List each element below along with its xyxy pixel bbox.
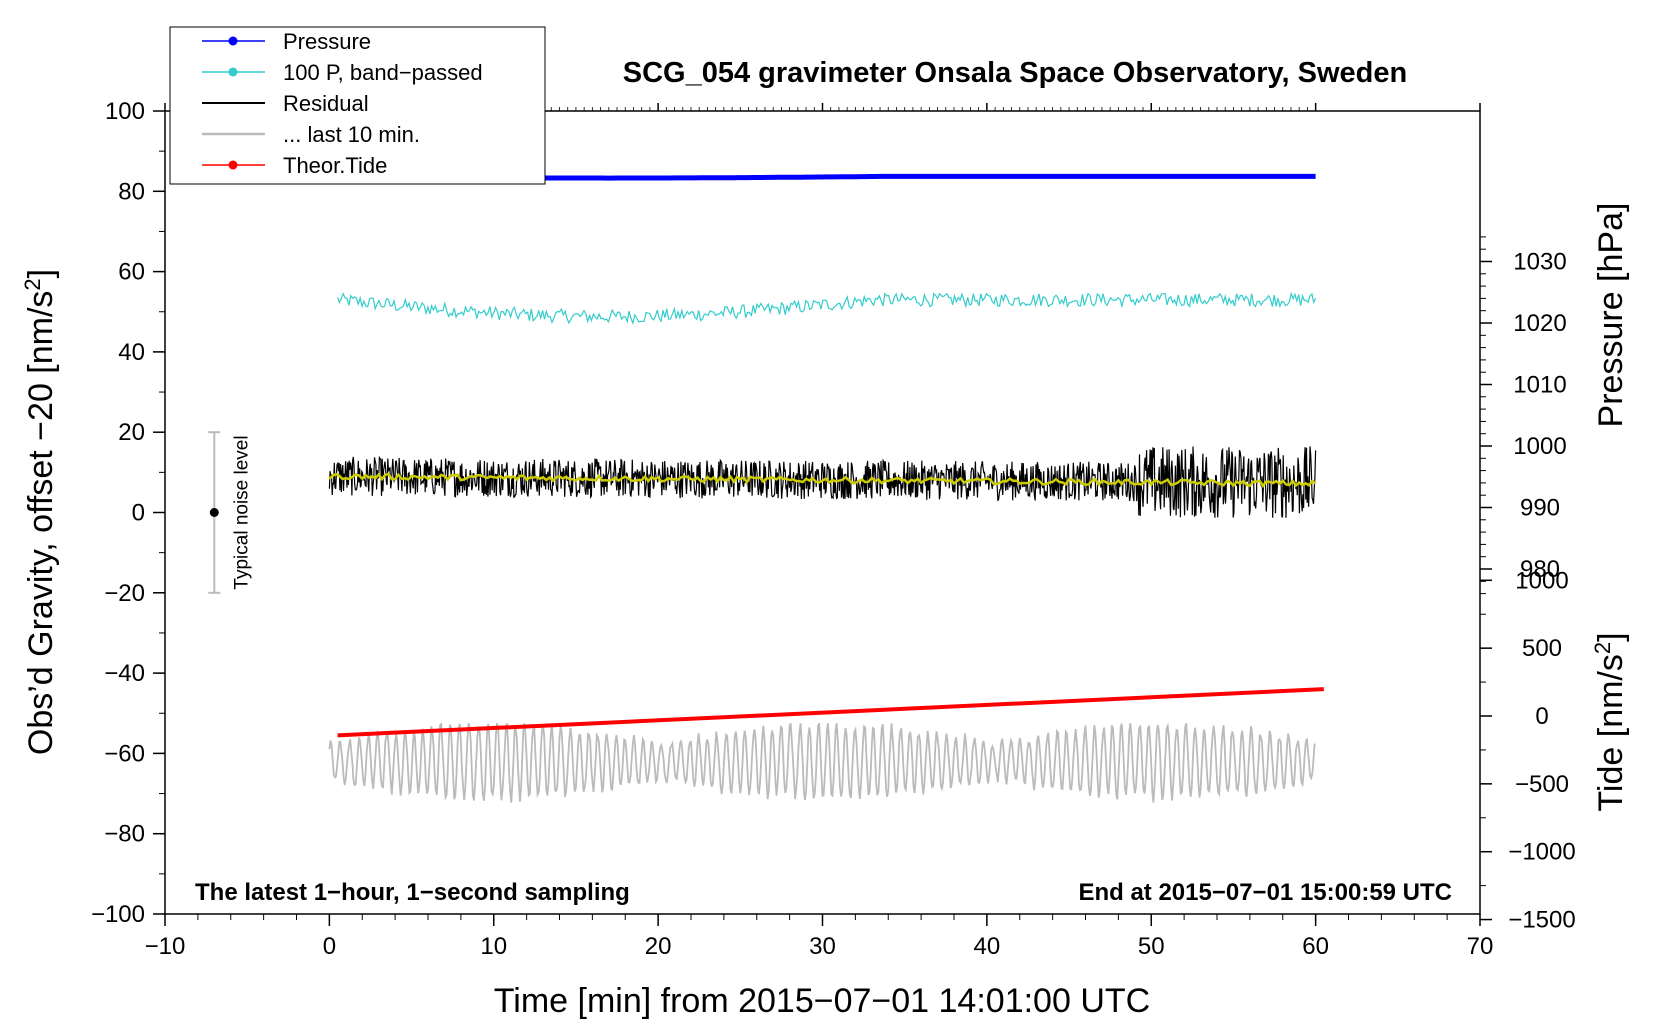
- series-residual: [328, 446, 1317, 518]
- pressure-tick-label-3: 1010: [1513, 372, 1566, 399]
- legend-marker-1: [228, 67, 238, 77]
- tide-tick-label-3: 0: [1535, 703, 1548, 730]
- legend-marker-4: [228, 160, 238, 170]
- series-last-10-min: [328, 722, 1316, 803]
- x-tick-label-7: 60: [1302, 933, 1329, 960]
- x-tick-label-8: 70: [1467, 933, 1494, 960]
- tide-tick-label-4: 500: [1522, 635, 1562, 662]
- series-smoothed-residual: [328, 472, 1317, 489]
- pressure-tick-label-2: 1000: [1513, 433, 1566, 460]
- y-tick-label-5: 0: [132, 500, 145, 527]
- series-layer: [328, 173, 1324, 803]
- tide-tick-label-5: 1000: [1515, 567, 1568, 594]
- series-band-passed-pressure: [337, 291, 1317, 326]
- y-tick-label-10: 100: [105, 98, 145, 125]
- y-axis-left-title-sup: 2: [20, 278, 45, 290]
- x-tick-label-1: 0: [323, 933, 336, 960]
- y-tick-label-1: −80: [104, 821, 145, 848]
- y-axis-pressure-title: Pressure [hPa]: [1592, 203, 1630, 428]
- tide-tick-label-0: −1500: [1508, 907, 1575, 934]
- y-tick-label-6: 20: [118, 419, 145, 446]
- legend-box: [169, 26, 546, 185]
- legend-label-1: 100 P, band−passed: [283, 60, 483, 85]
- pressure-tick-label-0: 980: [1520, 556, 1560, 583]
- axes-layer: −10 0 10 20 30 40 50 60 70−100−80−60−40−20020406…: [91, 98, 1576, 960]
- y-axis-left-title-close: ]: [22, 269, 60, 278]
- y-tick-label-2: −60: [104, 740, 145, 767]
- y-axis-tide-title-close: ]: [1592, 632, 1630, 641]
- y-axis-left-title: Obs’d Gravity, offset −20 [nm/s2]: [20, 269, 60, 755]
- x-axis-title: Time [min] from 2015−07−01 14:01:00 UTC: [494, 982, 1150, 1020]
- x-tick-label-0: −10: [145, 933, 186, 960]
- pressure-tick-label-4: 1020: [1513, 310, 1566, 337]
- noise-label: Typical noise level: [231, 435, 252, 589]
- y-tick-label-9: 80: [118, 178, 145, 205]
- legend-label-3: ... last 10 min.: [283, 122, 420, 147]
- y-axis-tide-title-main: Tide [nm/s: [1592, 654, 1630, 811]
- series-theoretical-tide: [337, 687, 1324, 738]
- footer-right-label: End at 2015−07−01 15:00:59 UTC: [1078, 879, 1452, 906]
- tide-tick-label-1: −1000: [1508, 839, 1575, 866]
- x-tick-label-5: 40: [974, 933, 1001, 960]
- legend: Pressure 100 P, band−passed Residual ... la…: [169, 26, 546, 185]
- y-tick-label-8: 60: [118, 259, 145, 286]
- y-tick-label-4: −20: [104, 580, 145, 607]
- y-axis-tide-title-sup: 2: [1590, 642, 1615, 654]
- footer-left-label: The latest 1−hour, 1−second sampling: [195, 879, 630, 906]
- noise-indicator: Typical noise level: [208, 431, 252, 594]
- x-tick-label-2: 10: [480, 933, 507, 960]
- legend-entries: Pressure 100 P, band−passed Residual ... la…: [202, 29, 483, 178]
- y-axis-tide-title: Tide [nm/s2]: [1590, 632, 1630, 811]
- legend-label-2: Residual: [283, 91, 369, 116]
- y-tick-label-0: −100: [91, 901, 145, 928]
- pressure-tick-label-5: 1030: [1513, 249, 1566, 276]
- y-tick-label-7: 40: [118, 339, 145, 366]
- x-tick-label-3: 20: [645, 933, 672, 960]
- legend-label-0: Pressure: [283, 29, 371, 54]
- tide-tick-label-2: −500: [1515, 771, 1569, 798]
- noise-center-dot: [209, 508, 219, 517]
- y-axis-left-title-main: Obs’d Gravity, offset −20 [nm/s: [22, 291, 60, 756]
- chart-title: SCG_054 gravimeter Onsala Space Observat…: [623, 57, 1407, 89]
- x-tick-label-4: 30: [809, 933, 836, 960]
- y-tick-label-3: −40: [104, 660, 145, 687]
- x-tick-label-6: 50: [1138, 933, 1165, 960]
- pressure-tick-label-1: 990: [1520, 495, 1560, 522]
- legend-label-4: Theor.Tide: [283, 153, 387, 178]
- legend-marker-0: [228, 36, 238, 46]
